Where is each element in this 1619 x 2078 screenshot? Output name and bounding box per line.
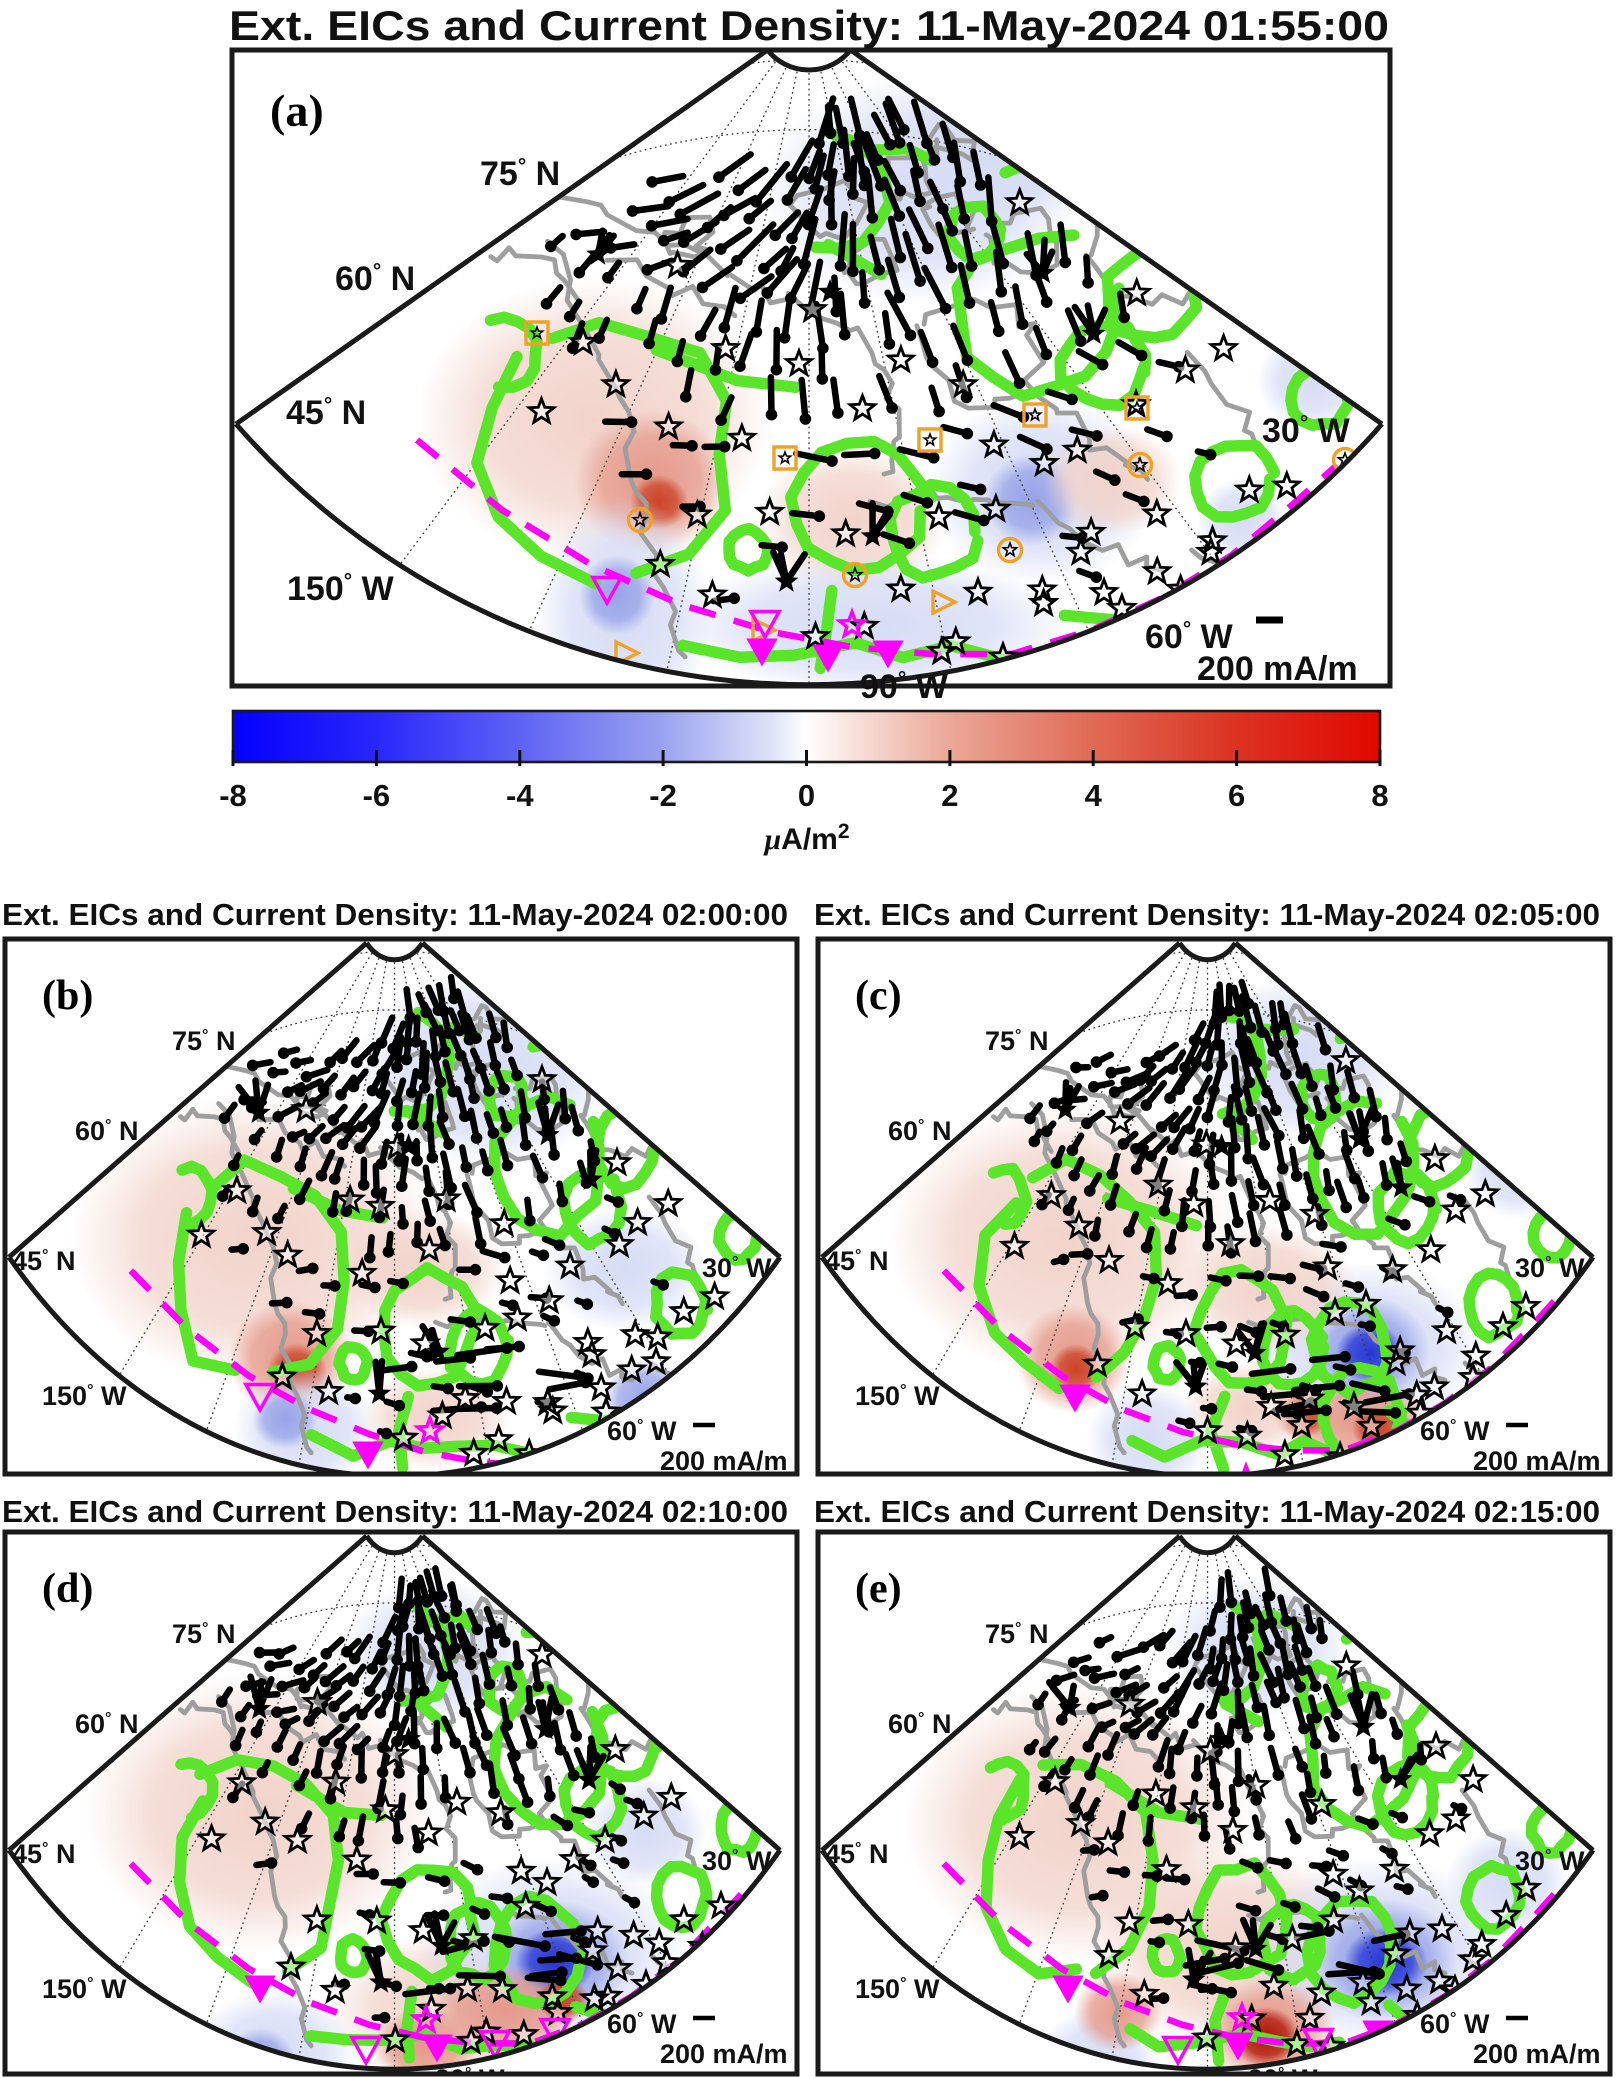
svg-text:150° W: 150° W [855,1974,940,2004]
svg-text:μA/m2: μA/m2 [762,820,849,856]
svg-text:150° W: 150° W [42,1381,127,1411]
svg-text:75° N: 75° N [985,1026,1048,1056]
svg-text:Ext. EICs and Current Density:: Ext. EICs and Current Density: 11-May-20… [814,897,1600,932]
svg-text:(c): (c) [855,973,902,1019]
svg-text:150° W: 150° W [287,570,395,608]
svg-text:90° W: 90° W [435,2064,505,2078]
svg-text:200 mA/m: 200 mA/m [660,2039,788,2069]
svg-text:150° W: 150° W [855,1381,940,1411]
svg-text:(b): (b) [42,973,93,1019]
svg-text:6: 6 [1228,778,1245,813]
svg-text:Ext. EICs and Current Density:: Ext. EICs and Current Density: 11-May-20… [2,1494,788,1529]
svg-text:8: 8 [1371,778,1388,813]
svg-text:2: 2 [941,778,958,813]
svg-text:90° W: 90° W [860,668,949,706]
svg-text:200 mA/m: 200 mA/m [660,1446,788,1476]
svg-text:200 mA/m: 200 mA/m [1197,650,1358,688]
svg-text:0: 0 [798,778,815,813]
svg-text:45° N: 45° N [12,1246,75,1276]
svg-text:Ext. EICs and Current Density:: Ext. EICs and Current Density: 11-May-20… [2,897,788,932]
svg-text:45° N: 45° N [12,1839,75,1869]
svg-text:150° W: 150° W [42,1974,127,2004]
svg-text:60° N: 60° N [888,1116,951,1146]
svg-text:200 mA/m: 200 mA/m [1473,1446,1601,1476]
svg-text:-2: -2 [649,778,677,813]
svg-text:(e): (e) [855,1566,902,1612]
svg-text:-8: -8 [219,778,247,813]
svg-text:4: 4 [1085,778,1103,813]
svg-text:(a): (a) [270,85,324,136]
svg-text:90° W: 90° W [1248,2064,1318,2078]
svg-text:Ext. EICs and Current Density:: Ext. EICs and Current Density: 11-May-20… [229,2,1389,49]
svg-text:30° W: 30° W [702,1253,772,1283]
svg-text:Ext. EICs and Current Density:: Ext. EICs and Current Density: 11-May-20… [814,1494,1600,1529]
svg-text:30° W: 30° W [1262,412,1351,450]
svg-text:(d): (d) [42,1566,93,1612]
svg-text:-6: -6 [363,778,391,813]
svg-text:200 mA/m: 200 mA/m [1473,2039,1601,2069]
svg-text:-4: -4 [506,778,534,813]
svg-text:60° N: 60° N [335,260,415,298]
svg-text:45° N: 45° N [825,1839,888,1869]
